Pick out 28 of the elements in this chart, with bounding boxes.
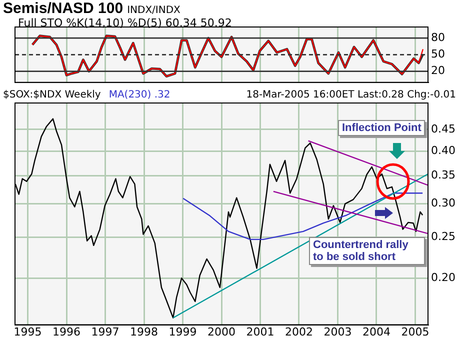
x-tick-label: 1998 bbox=[130, 325, 158, 338]
x-tick-label: 1997 bbox=[91, 325, 120, 338]
y-tick-label: 0.35 bbox=[431, 168, 456, 182]
x-tick-label: 2003 bbox=[324, 325, 352, 338]
y-tick-label: 0.40 bbox=[431, 144, 456, 157]
text: MA(230) .32 bbox=[108, 90, 170, 101]
x-tick-label: 1996 bbox=[52, 325, 81, 338]
annotation: Countertrend rally to be sold short bbox=[309, 237, 425, 265]
annotation: Full STO %K(14,10) %D(5) 60.34 50.92 bbox=[18, 16, 232, 30]
y-tick-label: 0.45 bbox=[431, 122, 456, 136]
text: $SOX:$NDX Weekly bbox=[3, 90, 101, 101]
chart-title: Semis/NASD 100 bbox=[3, 0, 124, 17]
y-tick-label: 0.30 bbox=[431, 196, 456, 210]
y-tick-label: 80 bbox=[431, 30, 445, 44]
x-tick-label: 2000 bbox=[208, 325, 236, 338]
y-tick-label: 50 bbox=[431, 48, 445, 61]
x-tick-label: 2004 bbox=[362, 325, 390, 338]
y-tick-label: 20 bbox=[431, 64, 445, 78]
x-tick-label: 1995 bbox=[14, 325, 42, 338]
x-tick-label: 2001 bbox=[246, 325, 274, 338]
x-tick-label: 2002 bbox=[284, 325, 313, 338]
y-tick-label: 0.25 bbox=[431, 230, 456, 244]
x-tick-label: 2005 bbox=[401, 325, 430, 338]
annotation: Inflection Point bbox=[338, 120, 426, 136]
x-tick-label: 1999 bbox=[168, 325, 197, 338]
y-tick-label: 0.20 bbox=[431, 270, 456, 284]
chart-subtitle: INDX/INDX bbox=[127, 5, 180, 16]
text: 18-Mar-2005 16:00ET Last:0.28 Chg:-0.01 bbox=[246, 90, 456, 101]
